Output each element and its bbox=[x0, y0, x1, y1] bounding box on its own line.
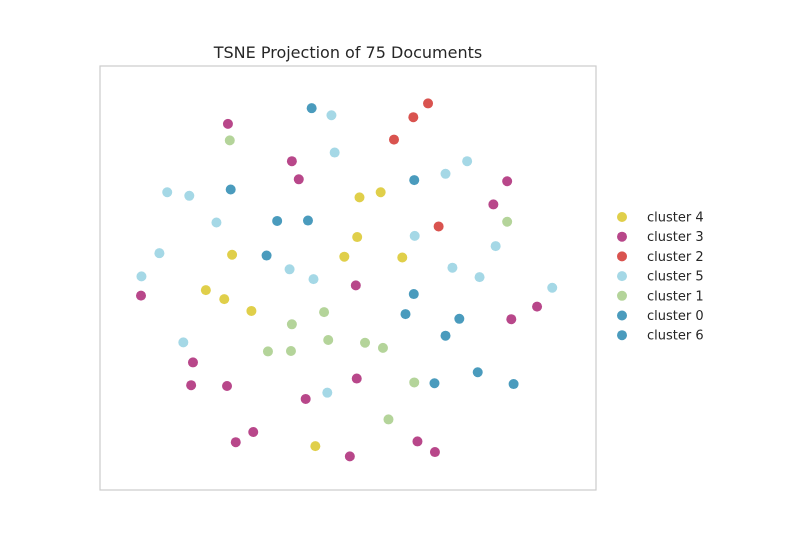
legend-label-cluster-2: cluster 2 bbox=[647, 250, 704, 265]
point-cluster-0-6 bbox=[408, 289, 419, 300]
legend-marker-cluster-5 bbox=[617, 271, 627, 282]
chart-title: TSNE Projection of 75 Documents bbox=[213, 43, 482, 62]
point-cluster-3-1 bbox=[286, 156, 297, 167]
point-cluster-5-0 bbox=[326, 110, 337, 121]
point-cluster-1-2 bbox=[286, 319, 297, 330]
point-cluster-0-5 bbox=[261, 250, 272, 261]
legend: cluster 4 cluster 3 cluster 2 cluster 5 clus… bbox=[617, 211, 704, 344]
point-cluster-3-14 bbox=[248, 426, 259, 437]
point-cluster-1-7 bbox=[262, 346, 273, 357]
point-cluster-5-15 bbox=[136, 271, 147, 282]
point-cluster-5-2 bbox=[462, 156, 473, 167]
point-cluster-1-0 bbox=[224, 135, 235, 146]
point-cluster-0-7 bbox=[400, 309, 411, 320]
point-cluster-5-14 bbox=[547, 282, 558, 293]
plot-frame bbox=[99, 65, 597, 491]
point-cluster-2-2 bbox=[389, 134, 399, 145]
point-cluster-1-5 bbox=[360, 337, 371, 348]
point-cluster-1-9 bbox=[409, 377, 420, 388]
point-cluster-0-11 bbox=[508, 379, 519, 390]
legend-label-cluster-5: cluster 5 bbox=[647, 270, 704, 285]
point-cluster-4-8 bbox=[246, 305, 257, 316]
point-cluster-4-5 bbox=[397, 252, 408, 263]
legend-label-cluster-0: cluster 0 bbox=[647, 309, 704, 324]
point-cluster-3-3 bbox=[502, 176, 513, 187]
point-cluster-4-9 bbox=[310, 441, 321, 452]
point-cluster-5-11 bbox=[308, 274, 319, 285]
point-cluster-0-3 bbox=[272, 215, 283, 226]
point-cluster-3-5 bbox=[136, 290, 146, 301]
point-cluster-0-0 bbox=[306, 103, 317, 114]
point-cluster-5-5 bbox=[184, 190, 195, 201]
point-cluster-3-9 bbox=[187, 357, 198, 368]
point-cluster-3-4 bbox=[488, 199, 499, 210]
point-cluster-3-15 bbox=[230, 437, 241, 448]
point-cluster-1-1 bbox=[502, 216, 513, 227]
point-cluster-0-4 bbox=[302, 215, 313, 226]
points-layer bbox=[136, 98, 558, 462]
legend-label-cluster-3: cluster 3 bbox=[647, 230, 704, 245]
point-cluster-3-18 bbox=[344, 451, 355, 462]
point-cluster-1-10 bbox=[383, 414, 394, 425]
point-cluster-0-8 bbox=[454, 313, 465, 324]
point-cluster-5-13 bbox=[474, 272, 485, 283]
legend-label-cluster-1: cluster 1 bbox=[647, 289, 704, 304]
point-cluster-4-4 bbox=[339, 251, 350, 262]
point-cluster-4-7 bbox=[219, 294, 230, 305]
point-cluster-3-10 bbox=[186, 380, 197, 391]
point-cluster-3-7 bbox=[506, 314, 517, 325]
legend-label-cluster-6: cluster 6 bbox=[647, 329, 704, 344]
point-cluster-3-13 bbox=[300, 393, 311, 404]
point-cluster-3-2 bbox=[293, 174, 304, 185]
point-cluster-4-3 bbox=[352, 232, 363, 243]
point-cluster-5-7 bbox=[409, 230, 420, 241]
legend-marker-cluster-6 bbox=[617, 330, 627, 341]
point-cluster-3-11 bbox=[222, 381, 233, 392]
point-cluster-5-3 bbox=[440, 168, 451, 179]
point-cluster-0-10 bbox=[472, 367, 483, 378]
point-cluster-0-9 bbox=[440, 330, 451, 341]
point-cluster-5-10 bbox=[284, 264, 295, 275]
point-cluster-3-0 bbox=[222, 118, 233, 129]
legend-marker-cluster-1 bbox=[617, 290, 627, 301]
point-cluster-3-6 bbox=[350, 280, 361, 291]
point-cluster-5-1 bbox=[329, 147, 340, 158]
point-cluster-0-2 bbox=[225, 184, 236, 195]
point-cluster-4-1 bbox=[375, 187, 386, 198]
point-cluster-5-4 bbox=[162, 187, 173, 198]
point-cluster-1-3 bbox=[319, 307, 330, 318]
point-cluster-4-2 bbox=[227, 249, 238, 260]
point-cluster-5-8 bbox=[490, 241, 501, 252]
point-cluster-3-16 bbox=[412, 436, 423, 447]
point-cluster-3-17 bbox=[429, 447, 440, 458]
point-cluster-5-17 bbox=[322, 387, 333, 398]
point-cluster-5-9 bbox=[154, 248, 165, 259]
point-cluster-4-0 bbox=[354, 192, 365, 203]
point-cluster-5-12 bbox=[447, 262, 458, 273]
point-cluster-1-4 bbox=[323, 335, 334, 346]
point-cluster-3-12 bbox=[351, 373, 362, 384]
point-cluster-2-1 bbox=[408, 112, 419, 123]
point-cluster-1-6 bbox=[377, 342, 388, 353]
legend-marker-cluster-3 bbox=[617, 231, 627, 242]
point-cluster-2-3 bbox=[433, 221, 444, 232]
point-cluster-1-8 bbox=[285, 346, 296, 357]
point-cluster-2-0 bbox=[423, 98, 434, 109]
legend-marker-cluster-4 bbox=[617, 212, 627, 222]
point-cluster-4-6 bbox=[200, 285, 211, 296]
point-cluster-0-12 bbox=[429, 378, 440, 389]
legend-label-cluster-4: cluster 4 bbox=[647, 211, 704, 226]
legend-marker-cluster-0 bbox=[617, 310, 627, 321]
point-cluster-5-16 bbox=[178, 337, 189, 348]
legend-marker-cluster-2 bbox=[617, 251, 627, 262]
point-cluster-3-8 bbox=[532, 301, 543, 312]
point-cluster-0-1 bbox=[409, 175, 420, 186]
point-cluster-5-6 bbox=[211, 217, 222, 228]
